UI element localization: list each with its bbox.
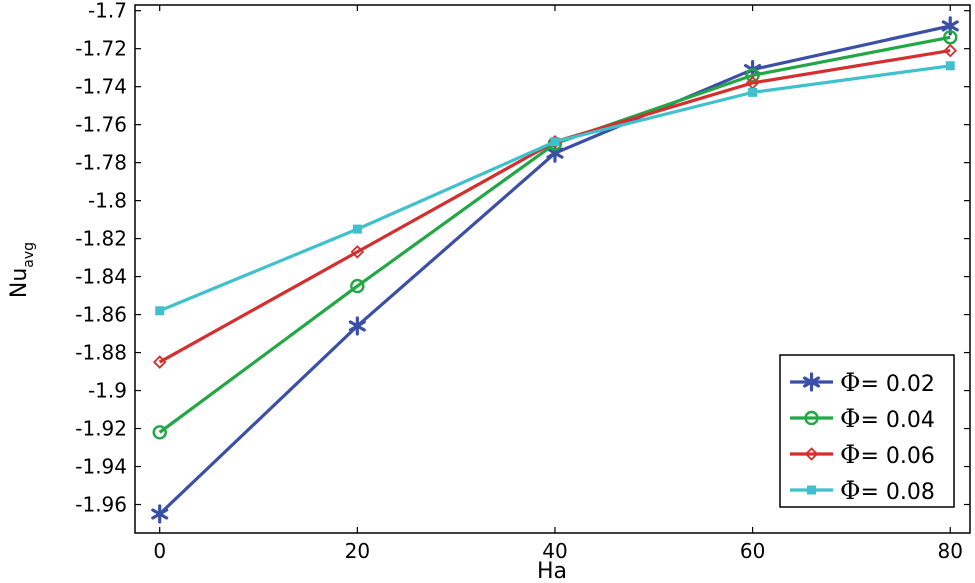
y-tick-label: -1.72 [75, 37, 127, 61]
data-point [152, 355, 167, 369]
data-point [748, 87, 758, 97]
x-tick-label: 60 [740, 539, 765, 563]
y-tick-label: -1.88 [75, 341, 127, 365]
data-point [945, 61, 955, 71]
y-tick-label: -1.84 [75, 265, 127, 289]
legend-item: Φ= 0.08 [790, 476, 935, 505]
data-point [348, 316, 366, 336]
legend-value: = 0.04 [861, 408, 935, 433]
y-tick-label: -1.86 [75, 303, 127, 327]
legend-marker [804, 410, 819, 426]
legend: Φ= 0.02Φ= 0.04Φ= 0.06Φ= 0.08 [779, 354, 955, 508]
x-axis-title: Ha [537, 559, 567, 583]
y-tick-label: -1.94 [75, 455, 127, 479]
legend-marker [804, 447, 819, 461]
data-point [352, 224, 362, 234]
data-point [943, 30, 958, 45]
legend-item: Φ= 0.04 [790, 404, 935, 433]
data-point [350, 278, 365, 294]
legend-label: Φ= 0.06 [840, 440, 935, 469]
data-point [152, 425, 167, 440]
x-tick-label: 0 [153, 539, 166, 563]
legend-symbol: Φ [840, 440, 861, 469]
y-tick-label: -1.78 [75, 151, 127, 175]
legend-label: Φ= 0.04 [840, 404, 935, 433]
y-tick-label: -1.92 [75, 417, 127, 441]
x-tick-label: 80 [938, 539, 963, 563]
data-point [155, 306, 165, 316]
x-tick-label: 40 [542, 539, 567, 563]
legend-label: Φ= 0.08 [840, 476, 935, 505]
legend-symbol: Φ [840, 404, 861, 433]
legend-value: = 0.06 [861, 444, 935, 469]
y-tick-label: -1.8 [88, 189, 127, 213]
legend-symbol: Φ [840, 368, 861, 397]
y-tick-label: -1.82 [75, 227, 127, 251]
y-axis-title-subscript: avg [21, 242, 37, 268]
x-axis: 0 20 40 60 80 [153, 5, 963, 563]
legend-marker [807, 485, 816, 495]
y-axis: -1.7 -1.72 -1.74 -1.76 -1.78 -1.8 -1.82 -1.84 -1… [75, 0, 970, 517]
series-layer [151, 16, 959, 524]
y-tick-label: -1.9 [88, 379, 127, 403]
legend-symbol: Φ [840, 476, 861, 505]
legend-item: Φ= 0.06 [790, 440, 935, 469]
y-tick-label: -1.96 [75, 493, 127, 517]
series-1 [151, 16, 959, 524]
data-point [550, 137, 560, 147]
y-tick-label: -1.74 [75, 75, 127, 99]
y-axis-title: Nuavg [7, 242, 37, 298]
legend-value: = 0.08 [861, 480, 935, 505]
y-tick-label: -1.76 [75, 113, 127, 137]
series-4 [155, 61, 955, 316]
data-point [943, 43, 958, 58]
legend-value: = 0.02 [861, 372, 935, 397]
y-tick-label: -1.7 [88, 0, 127, 23]
data-point [350, 245, 365, 259]
legend-label: Φ= 0.02 [840, 368, 935, 397]
legend-item: Φ= 0.02 [790, 368, 935, 397]
y-axis-title-main: Nu [7, 268, 32, 298]
data-point [151, 504, 169, 524]
legend-marker [802, 372, 821, 392]
x-tick-label: 20 [345, 539, 370, 563]
